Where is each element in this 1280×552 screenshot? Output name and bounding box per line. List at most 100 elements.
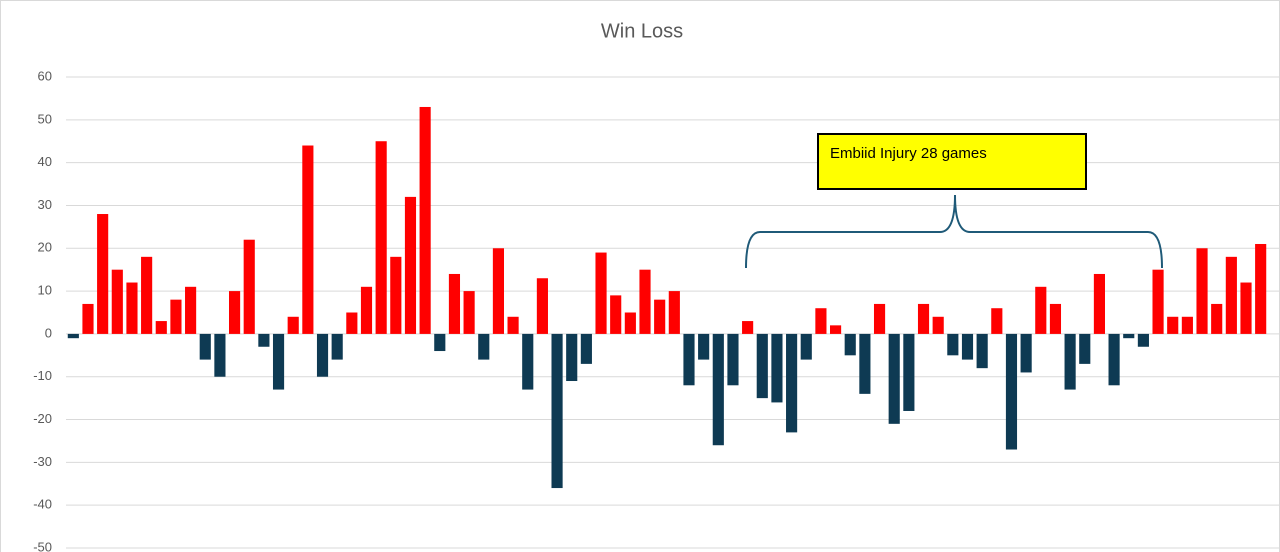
bar bbox=[610, 295, 622, 334]
bar bbox=[961, 333, 974, 360]
bar bbox=[316, 333, 329, 377]
y-tick-label: 60 bbox=[38, 68, 52, 83]
bar bbox=[360, 286, 373, 334]
bar bbox=[932, 316, 944, 334]
bar bbox=[786, 333, 798, 433]
bar bbox=[1211, 303, 1223, 334]
bar bbox=[1035, 286, 1047, 334]
y-tick-label: 30 bbox=[38, 197, 52, 212]
bar bbox=[551, 333, 563, 489]
bar bbox=[903, 333, 915, 411]
bar bbox=[375, 141, 387, 334]
y-tick-label: 40 bbox=[38, 154, 52, 169]
bar bbox=[141, 256, 153, 334]
grid: 60 50 40 30 20 10 0 -10 -20 -30 -40 -50 bbox=[33, 68, 1280, 552]
bar bbox=[1020, 333, 1032, 373]
bar bbox=[844, 333, 856, 356]
bar bbox=[668, 291, 680, 334]
bar bbox=[1137, 333, 1149, 347]
y-tick-label: 10 bbox=[38, 283, 52, 298]
bar bbox=[624, 312, 636, 334]
bar bbox=[888, 333, 900, 424]
injury-bracket bbox=[745, 194, 1163, 269]
y-tick-label: -30 bbox=[33, 454, 52, 469]
bar bbox=[229, 291, 241, 334]
bar bbox=[434, 333, 446, 352]
bar bbox=[815, 308, 827, 334]
y-tick-label: 20 bbox=[38, 240, 52, 255]
bar bbox=[478, 333, 490, 360]
annotation-box bbox=[817, 133, 1087, 190]
bar bbox=[1240, 282, 1252, 334]
annotation: Embiid Injury 28 games bbox=[830, 145, 987, 162]
bar bbox=[302, 145, 314, 334]
bar bbox=[170, 299, 182, 334]
y-tick-label: -40 bbox=[33, 497, 52, 512]
bar bbox=[199, 333, 211, 360]
bar bbox=[1152, 269, 1164, 334]
bar bbox=[771, 333, 783, 403]
bar bbox=[976, 333, 988, 369]
bar bbox=[1225, 256, 1237, 334]
y-tick-label: -20 bbox=[33, 411, 52, 426]
bar bbox=[272, 333, 285, 390]
bar bbox=[917, 303, 930, 334]
bar bbox=[1167, 316, 1179, 334]
bar bbox=[712, 333, 724, 446]
bar bbox=[639, 269, 651, 334]
bar bbox=[1049, 303, 1062, 334]
bar bbox=[331, 333, 343, 360]
bar bbox=[654, 299, 666, 334]
bar bbox=[492, 248, 504, 334]
y-tick-label: -10 bbox=[33, 368, 52, 383]
y-tick-label: 50 bbox=[38, 111, 52, 126]
bar bbox=[67, 333, 79, 339]
bar bbox=[463, 291, 475, 334]
bar bbox=[947, 333, 959, 356]
bar bbox=[991, 308, 1003, 334]
bar bbox=[800, 333, 812, 360]
bar bbox=[859, 333, 871, 394]
bar bbox=[214, 333, 226, 377]
bar bbox=[1181, 316, 1193, 334]
bar bbox=[258, 333, 270, 347]
bar bbox=[126, 282, 138, 334]
bar bbox=[566, 333, 578, 382]
bar bbox=[419, 106, 431, 334]
bar bbox=[287, 316, 299, 334]
bar bbox=[243, 239, 255, 334]
bar bbox=[756, 333, 768, 399]
bar bbox=[522, 333, 534, 390]
bar bbox=[698, 333, 710, 360]
chart-title: Win Loss bbox=[601, 20, 683, 42]
bar bbox=[742, 321, 754, 334]
bar bbox=[595, 252, 607, 334]
bar bbox=[536, 278, 548, 334]
bar bbox=[1255, 243, 1267, 334]
bar bbox=[580, 333, 592, 364]
bar bbox=[404, 196, 417, 334]
bar bbox=[1079, 333, 1091, 364]
bar bbox=[507, 316, 519, 334]
bars bbox=[67, 106, 1267, 489]
bar bbox=[97, 214, 109, 334]
bar bbox=[155, 321, 167, 334]
bar bbox=[1108, 333, 1120, 386]
bar bbox=[390, 256, 402, 334]
bar bbox=[1064, 333, 1076, 390]
bar bbox=[1196, 248, 1208, 334]
bar bbox=[448, 273, 461, 334]
bar bbox=[683, 333, 695, 386]
bar bbox=[830, 325, 842, 334]
bar bbox=[185, 286, 197, 334]
bar bbox=[346, 312, 358, 334]
bar bbox=[1123, 333, 1135, 339]
bar bbox=[1093, 273, 1105, 334]
bar bbox=[82, 303, 94, 334]
bar bbox=[727, 333, 739, 386]
y-tick-label: -50 bbox=[33, 539, 52, 552]
y-tick-label: 0 bbox=[45, 325, 52, 340]
bar bbox=[873, 303, 886, 334]
bar bbox=[111, 269, 123, 334]
